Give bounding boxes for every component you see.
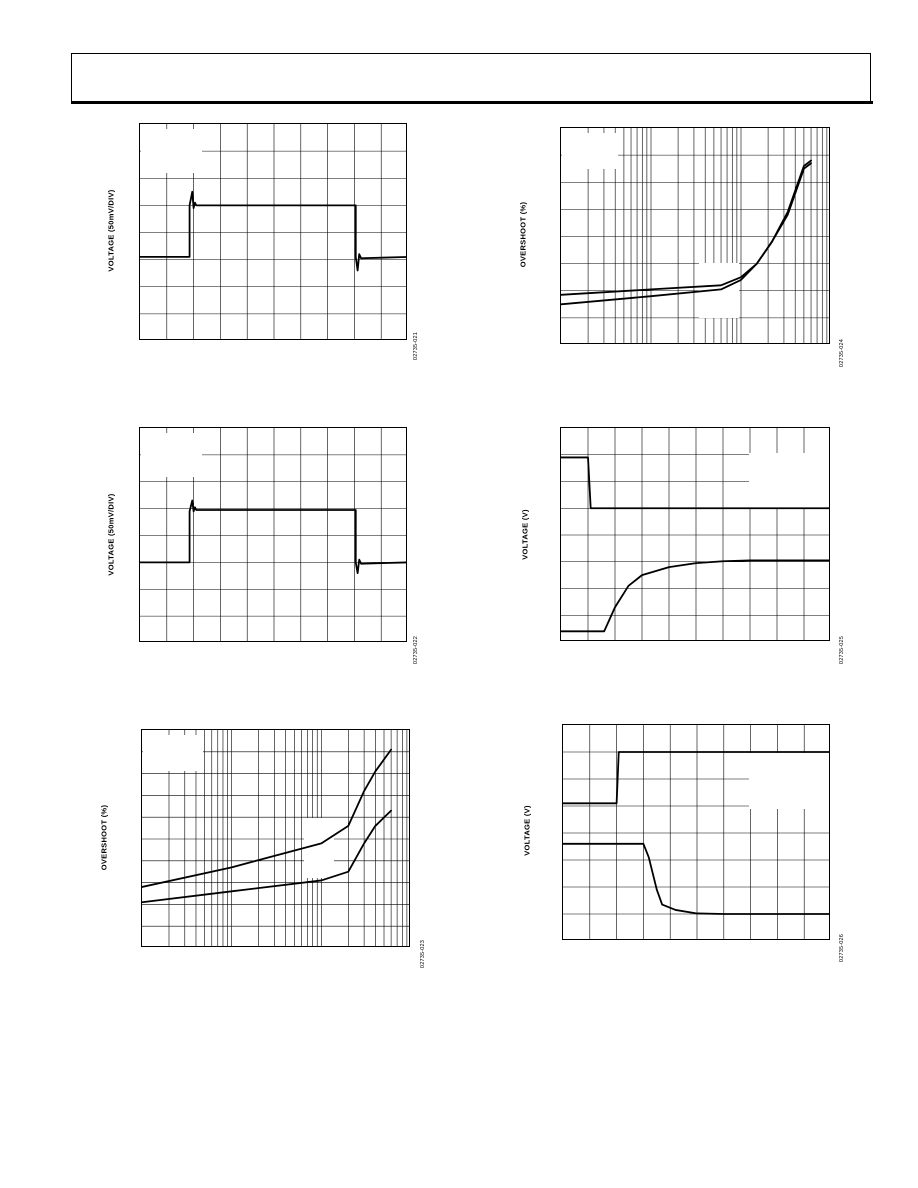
chart-2-plot-area <box>560 127 830 344</box>
chart-4-ylabel: VOLTAGE (V) <box>520 509 530 560</box>
chart-5-grid <box>142 730 409 946</box>
chart-5-figure-id: 02735-023 <box>420 939 426 969</box>
chart-6-svg <box>563 725 829 939</box>
chart-5-series-1-line <box>142 748 393 888</box>
chart-6-ylabel: VOLTAGE (V) <box>522 805 532 856</box>
chart-5-plot-area <box>141 729 410 947</box>
chart-5-svg <box>142 730 409 946</box>
chart-3-plot-area <box>139 427 407 642</box>
chart-1-figure-id: 02735-021 <box>413 331 419 361</box>
page-header-rule <box>71 101 873 104</box>
blank-label-area <box>562 133 618 169</box>
chart-5-series-2-line <box>142 809 393 904</box>
chart-2-svg <box>561 128 829 343</box>
page-header-box <box>71 53 871 102</box>
chart-1-svg <box>140 124 406 339</box>
chart-3-series-1-line <box>140 499 406 575</box>
chart-2-figure-id: 02735-024 <box>839 338 845 368</box>
chart-3-grid <box>140 428 406 641</box>
chart-3-ylabel: VOLTAGE (50mV/DIV) <box>106 493 116 576</box>
chart-1-series-1-line <box>140 190 406 272</box>
chart-6-figure-id: 02735-026 <box>839 933 845 963</box>
chart-4-series-1-line <box>561 456 829 510</box>
blank-label-area <box>749 753 829 809</box>
blank-label-area <box>749 453 829 508</box>
chart-6-series-1-line <box>563 751 829 805</box>
chart-4-svg <box>561 428 829 640</box>
chart-2-ylabel: OVERSHOOT (%) <box>518 201 528 268</box>
chart-1-grid <box>140 124 406 339</box>
chart-4-plot-area <box>560 427 830 641</box>
chart-3-svg <box>140 428 406 641</box>
chart-3-figure-id: 02735-022 <box>413 635 419 665</box>
chart-4-figure-id: 02735-025 <box>839 635 845 665</box>
chart-2-series-2-line <box>561 159 812 306</box>
chart-1-ylabel: VOLTAGE (50mV/DIV) <box>106 189 116 272</box>
blank-label-area <box>143 735 203 771</box>
chart-4-series-2-line <box>561 559 829 633</box>
chart-2-series-1-line <box>561 162 812 296</box>
chart-6-plot-area <box>562 724 830 940</box>
chart-1-plot-area <box>139 123 407 340</box>
blank-label-area <box>141 129 202 173</box>
blank-label-area <box>141 433 202 477</box>
blank-label-area <box>304 818 334 878</box>
chart-6-series-2-line <box>563 842 829 915</box>
chart-5-ylabel: OVERSHOOT (%) <box>99 804 109 871</box>
